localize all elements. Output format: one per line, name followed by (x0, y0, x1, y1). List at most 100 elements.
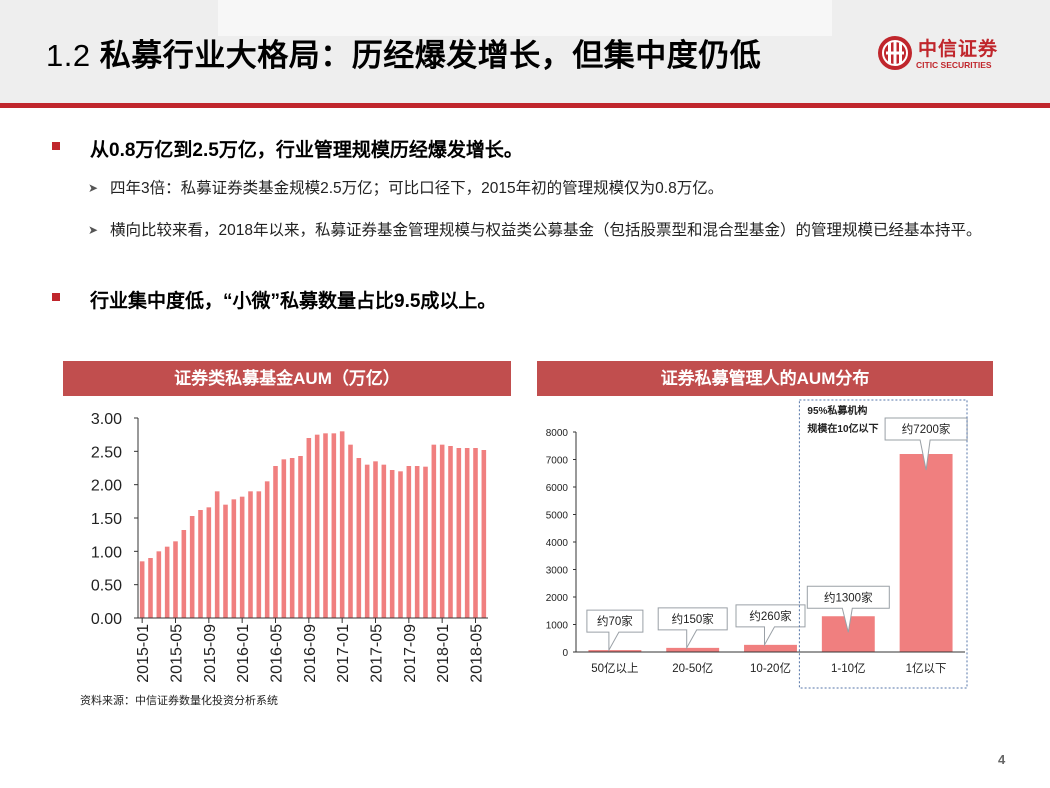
left-bar (256, 491, 262, 618)
right-y-axis: 8000 7000 6000 5000 4000 3000 2000 1000 0 (546, 428, 577, 659)
title-number: 1.2 (46, 38, 100, 73)
left-bar (298, 456, 303, 618)
right-x-tick-label: 1-10亿 (831, 662, 866, 675)
left-x-tick-label: 2016-09 (302, 624, 319, 683)
left-x-tick-label: 2015-09 (202, 624, 219, 683)
left-bar (239, 496, 245, 618)
bullet-2-text: 行业集中度低，“小微”私募数量占比9.5成以上。 (90, 291, 497, 312)
left-bar (398, 471, 403, 618)
title-text: 私募行业大格局：历经爆发增长，但集中度仍低 (99, 38, 762, 73)
left-x-tick-label: 2017-05 (369, 624, 386, 683)
left-x-tick-label: 2018-05 (469, 624, 486, 683)
left-y-tick-label: 2.50 (91, 444, 122, 461)
left-bar (289, 458, 295, 618)
bar-data-label: 约70家 (597, 614, 633, 628)
callout-bubble (735, 604, 806, 647)
left-x-tick-label: 2018-01 (435, 624, 452, 683)
citic-logo: 中信证券 CITIC SECURITIES (876, 34, 1036, 74)
left-bar (364, 464, 370, 618)
right-y-tick-label: 6000 (546, 483, 569, 494)
left-y-tick-label: 0.00 (91, 611, 122, 628)
left-bar (148, 558, 153, 618)
left-bar (423, 466, 428, 618)
left-bar (323, 433, 328, 618)
sub-bullet-2: ➤ 横向比较来看，2018年以来，私募证券基金管理规模与权益类公募基金（包括股票… (88, 218, 1025, 243)
bullet-1: 从0.8万亿到2.5万亿，行业管理规模历经爆发增长。 (52, 135, 523, 162)
left-bar (164, 546, 170, 618)
sub-bullet-1: ➤ 四年3倍：私募证券类基金规模2.5万亿；可比口径下，2015年初的管理规模仅… (88, 176, 1010, 201)
left-bar (264, 481, 270, 618)
right-y-tick-label: 7000 (546, 456, 569, 467)
left-bar (314, 434, 320, 618)
bar-data-label: 约7200家 (902, 422, 951, 436)
arrow-bullet-icon: ➤ (88, 181, 99, 195)
page-number: 4 (998, 752, 1006, 767)
left-bar (456, 448, 462, 618)
left-bar (373, 461, 378, 618)
left-bar (439, 444, 445, 618)
left-bar (481, 450, 487, 618)
left-y-tick-label: 1.50 (91, 511, 122, 528)
right-y-tick-label: 4000 (546, 538, 569, 549)
left-y-tick-label: 2.00 (91, 478, 122, 495)
left-bar (406, 466, 412, 618)
left-x-tick-label: 2016-01 (235, 624, 252, 683)
arrow-bullet-icon: ➤ (88, 223, 99, 237)
header-divider (0, 103, 1050, 108)
left-bar (339, 431, 345, 618)
sub-bullet-1-text: 四年3倍：私募证券类基金规模2.5万亿；可比口径下，2015年初的管理规模仅为0… (110, 180, 724, 197)
callout-bubble (586, 609, 644, 653)
right-bar (899, 454, 953, 652)
right-bar (744, 644, 797, 652)
sub-bullet-2-text: 横向比较来看，2018年以来，私募证券基金管理规模与权益类公募基金（包括股票型和… (110, 222, 982, 239)
left-bar (214, 491, 220, 618)
left-bar (189, 516, 195, 618)
right-x-tick-label: 1亿以下 (906, 662, 947, 675)
right-x-tick-label: 10-20亿 (750, 662, 791, 675)
left-bar (431, 444, 437, 618)
left-bar (139, 561, 145, 618)
right-panel-title: 证券私募管理人的AUM分布 (537, 361, 993, 396)
left-x-tick-label: 2016-05 (269, 624, 286, 683)
header-highlight (218, 0, 832, 36)
citic-logo-icon (878, 36, 912, 70)
left-bar (381, 464, 387, 618)
annotation-text: 95%私募机构 (807, 404, 867, 417)
logo-english-text: CITIC SECURITIES (916, 60, 992, 70)
right-y-tick-label: 2000 (546, 593, 569, 604)
left-bar (348, 444, 353, 618)
bar-data-label: 约1300家 (824, 590, 873, 604)
right-bar (588, 650, 642, 652)
right-x-tick-label: 50亿以上 (591, 662, 638, 675)
right-bars: 约70家 约150家 约260家 约1300家 约7200家 (586, 417, 968, 653)
right-x-tick-label: 20-50亿 (672, 662, 713, 675)
left-bar (281, 459, 287, 618)
left-bar (464, 448, 470, 618)
left-bars (139, 431, 487, 618)
left-bar (156, 551, 162, 618)
left-bar (389, 470, 395, 618)
bar-data-label: 约260家 (749, 609, 792, 623)
left-x-tick-label: 2017-09 (402, 624, 419, 683)
left-panel-title: 证券类私募基金AUM（万亿） (63, 361, 511, 396)
left-bar (248, 491, 253, 618)
left-bar (414, 466, 420, 618)
right-y-tick-label: 5000 (546, 511, 569, 522)
aum-distribution-chart: 8000 7000 6000 5000 4000 3000 2000 1000 0 约70家 约1… (546, 399, 968, 689)
aum-line-bar-chart: 3.002.502.001.501.000.500.00 2015-01 2015… (91, 411, 488, 683)
bullet-2: 行业集中度低，“小微”私募数量占比9.5成以上。 (52, 286, 497, 313)
left-x-tick-label: 2017-01 (335, 624, 352, 683)
right-y-tick-label: 3000 (546, 566, 569, 577)
left-bar (273, 466, 278, 618)
annotation-text: 规模在10亿以下 (807, 422, 878, 435)
left-x-tick-label: 2015-05 (169, 624, 186, 683)
left-y-axis: 3.00 2.50 2.00 1.50 1.00 0.50 0.00 (91, 411, 139, 628)
right-y-tick-label: 0 (562, 648, 568, 659)
left-bar (306, 438, 312, 618)
left-y-tick-label: 0.50 (91, 578, 122, 595)
source-note: 资料来源：中信证券数量化投资分析系统 (80, 695, 278, 707)
callout-bubble (657, 607, 728, 650)
callout-bubble (806, 585, 890, 633)
left-y-tick-label: 3.00 (91, 411, 122, 428)
